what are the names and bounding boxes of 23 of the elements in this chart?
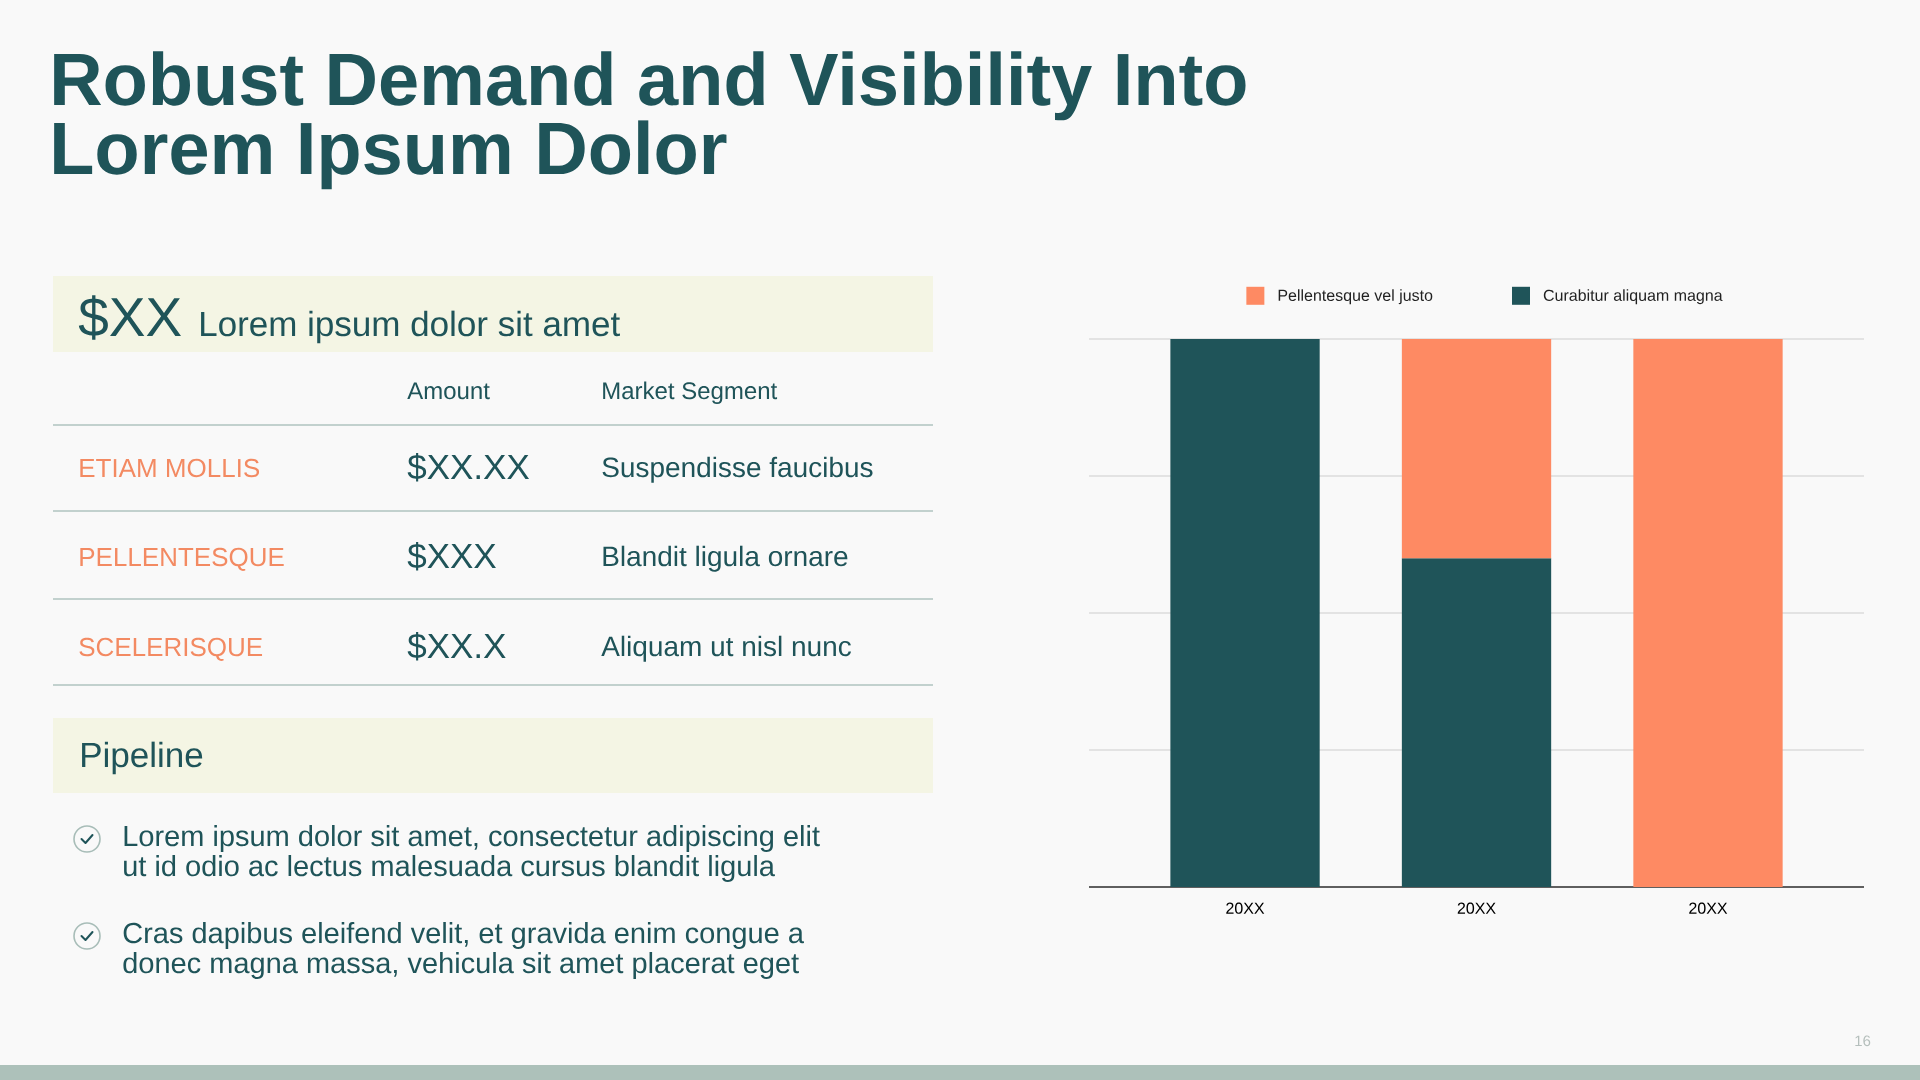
text: $XX.X <box>407 632 506 661</box>
text: Market Segment <box>603 381 778 404</box>
text: ETIAM MOLLIS <box>80 458 260 478</box>
x-tick-label: 20XX <box>1226 902 1265 914</box>
legend-label: Pellentesque vel justo <box>1278 289 1433 305</box>
text: Robust Demand and Visibility Into Lorem Ipsum Dolor <box>54 51 1246 190</box>
text: Lorem ipsum dolor sit amet <box>201 310 620 344</box>
text: Lorem ipsum dolor sit amet, consectetur adipiscing elit ut id odio ac lectus malesuada cursus blandit ligula <box>124 824 820 883</box>
text: Cras dapibus eleifend velit, et gravida enim congue a donec magna massa, vehicula sit amet placerat eget <box>123 921 804 980</box>
text: Pipeline <box>82 741 203 775</box>
text: $XX.XX <box>407 453 530 482</box>
x-tick-label: 20XX <box>1457 902 1496 914</box>
text: $XXX <box>407 542 496 571</box>
text: Aliquam ut nisl nunc <box>601 635 851 662</box>
x-tick-label: 20XX <box>1689 902 1728 914</box>
text: PELLENTESQUE <box>80 547 284 571</box>
text: Blandit ligula ornare <box>603 545 848 572</box>
text: Amount <box>407 382 490 400</box>
legend-label: Curabitur aliquam magna <box>1543 289 1723 305</box>
text: 16 <box>1855 1035 1871 1047</box>
text: Suspendisse faucibus <box>602 456 873 483</box>
text: $XX <box>78 295 182 340</box>
text: SCELERISQUE <box>79 637 263 661</box>
